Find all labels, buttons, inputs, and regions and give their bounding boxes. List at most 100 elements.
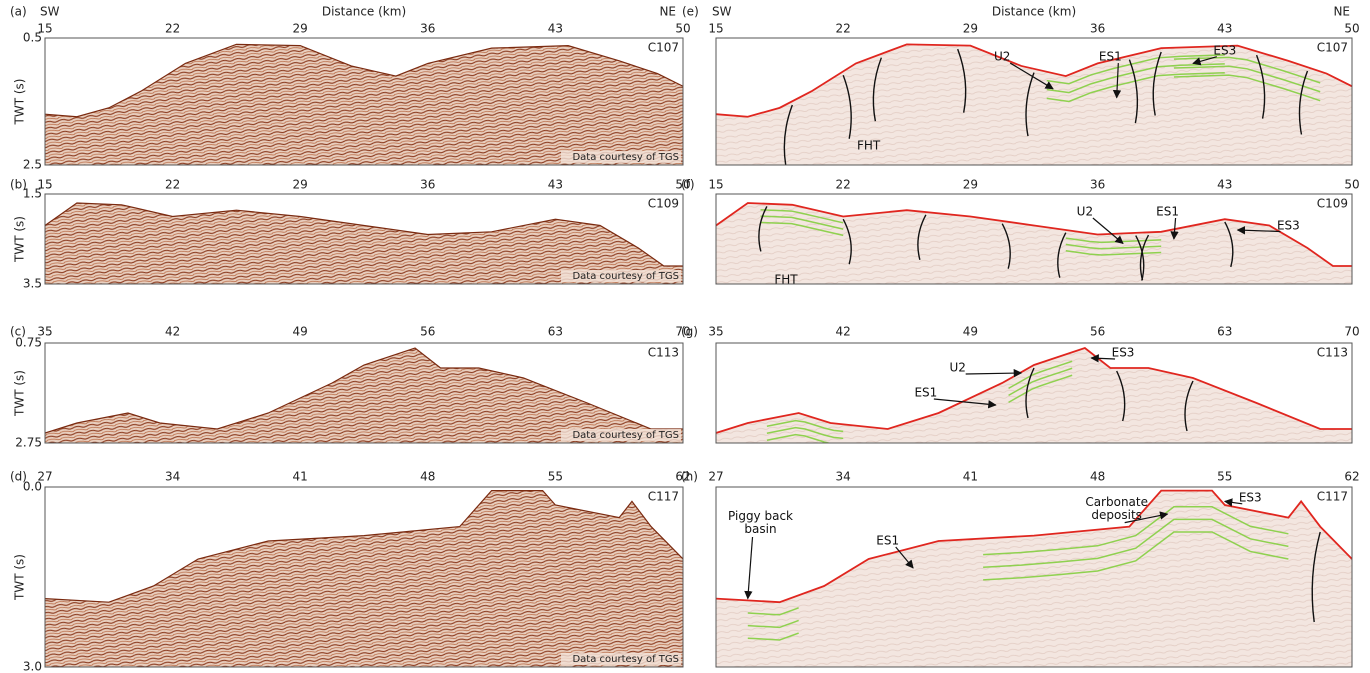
- x-tick-label: 70: [1344, 325, 1359, 339]
- x-tick-label: 55: [548, 470, 563, 484]
- x-tick-label: 29: [963, 178, 978, 192]
- panel-label: (f): [681, 178, 695, 192]
- line-id: C107: [1317, 41, 1348, 55]
- x-tick-label: 50: [1344, 178, 1359, 192]
- axis-title: Distance (km): [992, 5, 1076, 19]
- line-id: C117: [1317, 490, 1348, 504]
- x-tick-label: 63: [1217, 325, 1232, 339]
- panel-label: (a): [10, 5, 27, 19]
- direction-label: SW: [40, 5, 60, 19]
- direction-label: NE: [659, 5, 676, 19]
- x-tick-label: 62: [1344, 470, 1359, 484]
- annotation: ES1: [876, 535, 899, 548]
- y-tick-label: 0.75: [15, 336, 42, 350]
- direction-label: SW: [712, 5, 732, 19]
- panel: [716, 487, 1352, 667]
- y-axis-title: TWT (s): [13, 370, 27, 417]
- figure: (a) SW Distance (km) NE (e) SW Distance …: [0, 0, 1370, 673]
- y-tick-label: 0.0: [23, 480, 42, 494]
- line-id: C113: [648, 346, 679, 360]
- y-axis-title: TWT (s): [13, 216, 27, 263]
- annotation: FHT: [857, 139, 880, 152]
- annotation: FHT: [774, 273, 797, 286]
- credit: Data courtesy of TGS: [572, 271, 679, 282]
- x-tick-label: 50: [1344, 22, 1359, 36]
- x-tick-label: 50: [675, 22, 690, 36]
- line-id: C107: [648, 41, 679, 55]
- x-tick-label: 48: [1090, 470, 1105, 484]
- x-tick-label: 55: [1217, 470, 1232, 484]
- y-tick-label: 2.75: [15, 436, 42, 450]
- annotation: U2: [949, 362, 965, 375]
- panel: [716, 194, 1352, 284]
- x-tick-label: 15: [708, 178, 723, 192]
- annotation: ES3: [1213, 44, 1236, 57]
- x-tick-label: 22: [165, 22, 180, 36]
- credit: Data courtesy of TGS: [572, 430, 679, 441]
- x-tick-label: 43: [548, 178, 563, 192]
- y-tick-label: 3.5: [23, 277, 42, 291]
- x-tick-label: 41: [963, 470, 978, 484]
- line-id: C109: [1317, 197, 1348, 211]
- x-tick-label: 29: [293, 178, 308, 192]
- annotation: ES1: [914, 387, 937, 400]
- line-id: C117: [648, 490, 679, 504]
- x-tick-label: 43: [1217, 178, 1232, 192]
- x-tick-label: 49: [293, 325, 308, 339]
- annotation: ES1: [1156, 206, 1179, 219]
- panel: [45, 343, 683, 443]
- x-tick-label: 35: [708, 325, 723, 339]
- credit: Data courtesy of TGS: [572, 654, 679, 665]
- x-tick-label: 63: [548, 325, 563, 339]
- y-tick-label: 0.5: [23, 31, 42, 45]
- x-tick-label: 36: [420, 178, 435, 192]
- annotation: ES1: [1099, 51, 1122, 64]
- annotation: Piggy back basin: [721, 510, 801, 536]
- x-tick-label: 29: [293, 22, 308, 36]
- x-tick-label: 43: [1217, 22, 1232, 36]
- annotation: U2: [1077, 206, 1093, 219]
- credit: Data courtesy of TGS: [572, 152, 679, 163]
- x-tick-label: 41: [293, 470, 308, 484]
- panel: [45, 38, 683, 165]
- x-tick-label: 56: [1090, 325, 1105, 339]
- x-tick-label: 29: [963, 22, 978, 36]
- panel: [716, 343, 1352, 445]
- x-tick-label: 36: [1090, 178, 1105, 192]
- x-tick-label: 56: [420, 325, 435, 339]
- x-tick-label: 36: [1090, 22, 1105, 36]
- x-tick-label: 15: [708, 22, 723, 36]
- panel-label: (e): [682, 5, 699, 19]
- line-id: C109: [648, 197, 679, 211]
- x-tick-label: 49: [963, 325, 978, 339]
- x-tick-label: 42: [165, 325, 180, 339]
- x-tick-label: 42: [836, 325, 851, 339]
- x-tick-label: 43: [548, 22, 563, 36]
- y-axis-title: TWT (s): [13, 79, 27, 126]
- x-tick-label: 36: [420, 22, 435, 36]
- direction-label: NE: [1333, 5, 1350, 19]
- y-tick-label: 3.0: [23, 660, 42, 673]
- panel-label: (h): [681, 470, 698, 484]
- figure-canvas: (a) SW Distance (km) NE (e) SW Distance …: [0, 0, 1370, 673]
- x-tick-label: 22: [836, 178, 851, 192]
- line-id: C113: [1317, 346, 1348, 360]
- x-tick-label: 34: [165, 470, 180, 484]
- x-tick-label: 48: [420, 470, 435, 484]
- x-tick-label: 27: [708, 470, 723, 484]
- annotation: ES3: [1112, 347, 1135, 360]
- y-tick-label: 2.5: [23, 158, 42, 172]
- x-tick-label: 22: [836, 22, 851, 36]
- panel: [45, 487, 683, 667]
- annotation: Carbonate deposits: [1077, 496, 1157, 522]
- y-tick-label: 1.5: [23, 187, 42, 201]
- annotation: U2: [994, 51, 1010, 64]
- annotation: ES3: [1277, 219, 1300, 232]
- annotation: ES3: [1239, 491, 1262, 504]
- axis-title: Distance (km): [322, 5, 406, 19]
- panel-label: (g): [681, 325, 698, 339]
- y-axis-title: TWT (s): [13, 554, 27, 601]
- x-tick-label: 34: [836, 470, 851, 484]
- panel: [716, 38, 1352, 169]
- x-tick-label: 22: [165, 178, 180, 192]
